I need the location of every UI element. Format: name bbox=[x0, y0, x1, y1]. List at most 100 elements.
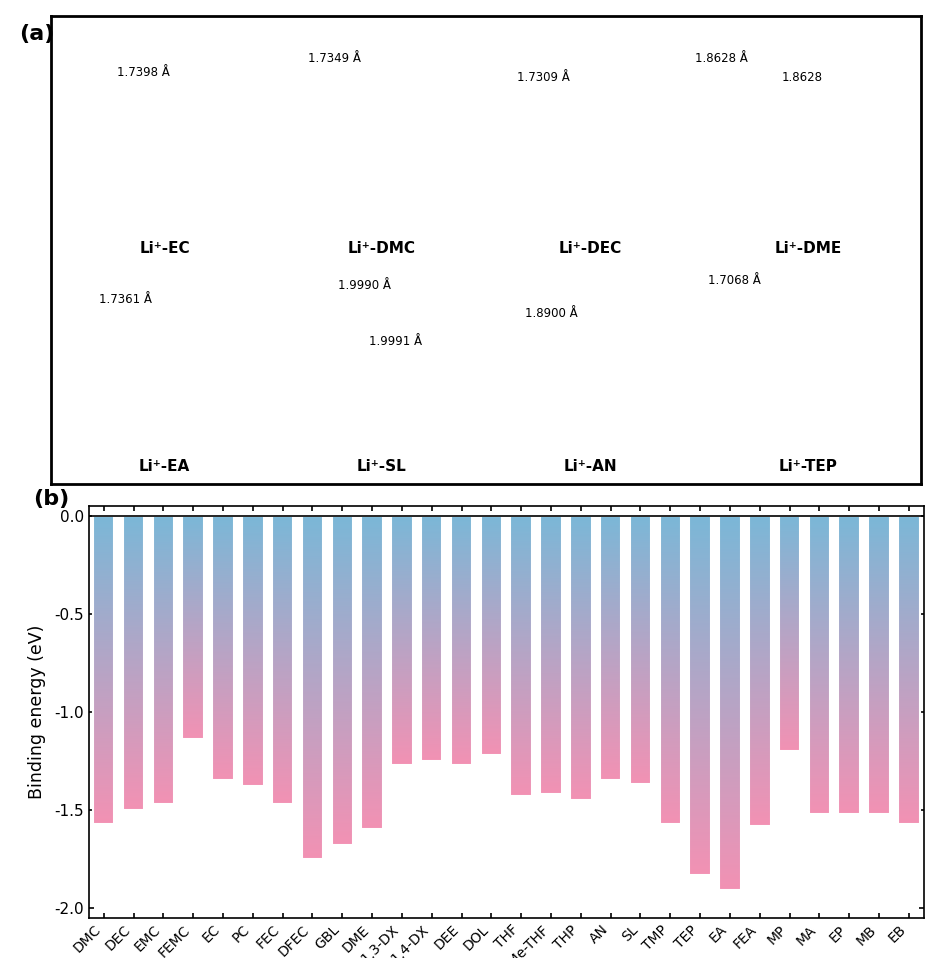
Bar bbox=[899, 531, 920, 532]
Bar bbox=[302, 645, 324, 646]
Bar bbox=[749, 724, 770, 725]
Bar bbox=[93, 573, 114, 574]
Bar bbox=[362, 693, 382, 694]
Bar bbox=[809, 742, 830, 743]
Bar bbox=[809, 744, 830, 745]
Bar bbox=[152, 739, 174, 740]
Bar bbox=[362, 589, 382, 590]
Bar bbox=[93, 819, 114, 820]
Bar bbox=[659, 515, 681, 516]
Bar bbox=[332, 554, 353, 556]
Bar bbox=[749, 546, 770, 547]
Bar bbox=[659, 651, 681, 652]
Bar bbox=[122, 740, 144, 741]
Bar bbox=[719, 880, 741, 881]
Bar bbox=[152, 631, 174, 632]
Bar bbox=[839, 527, 860, 528]
Bar bbox=[719, 559, 741, 560]
Bar bbox=[659, 814, 681, 815]
Bar bbox=[272, 646, 294, 647]
Bar bbox=[332, 699, 353, 700]
Bar bbox=[302, 672, 324, 673]
Bar bbox=[869, 533, 890, 534]
Bar bbox=[122, 702, 144, 703]
Bar bbox=[93, 789, 114, 790]
Bar bbox=[272, 558, 294, 559]
Bar bbox=[93, 715, 114, 716]
Bar bbox=[93, 592, 114, 593]
Bar bbox=[93, 719, 114, 721]
Bar bbox=[749, 726, 770, 727]
Bar bbox=[749, 776, 770, 777]
Bar bbox=[809, 615, 830, 616]
Bar bbox=[332, 758, 353, 759]
Bar bbox=[302, 850, 324, 851]
Bar bbox=[749, 696, 770, 697]
Bar bbox=[869, 532, 890, 533]
Bar bbox=[332, 748, 353, 749]
Bar bbox=[719, 664, 741, 666]
Bar bbox=[899, 611, 920, 612]
Bar bbox=[272, 557, 294, 558]
Bar bbox=[899, 770, 920, 771]
Bar bbox=[122, 761, 144, 762]
Bar bbox=[362, 753, 382, 754]
Bar bbox=[749, 818, 770, 819]
Bar bbox=[719, 654, 741, 655]
Bar bbox=[391, 515, 412, 764]
Bar bbox=[839, 621, 860, 622]
Bar bbox=[749, 612, 770, 613]
Bar bbox=[302, 797, 324, 798]
Bar bbox=[332, 644, 353, 646]
Bar bbox=[899, 812, 920, 813]
Bar bbox=[302, 827, 324, 828]
Bar bbox=[362, 620, 382, 622]
Bar bbox=[272, 707, 294, 708]
Bar bbox=[362, 738, 382, 739]
Bar bbox=[93, 696, 114, 697]
Bar bbox=[839, 794, 860, 795]
Bar bbox=[122, 523, 144, 524]
Bar bbox=[332, 574, 353, 575]
Bar bbox=[152, 714, 174, 715]
Bar bbox=[719, 651, 741, 653]
Bar bbox=[869, 542, 890, 543]
Bar bbox=[749, 789, 770, 790]
Bar bbox=[302, 842, 324, 843]
Bar bbox=[362, 533, 382, 534]
Bar bbox=[152, 539, 174, 540]
Bar bbox=[122, 624, 144, 625]
Bar bbox=[839, 775, 860, 776]
Bar bbox=[809, 799, 830, 800]
Bar bbox=[122, 570, 144, 571]
Bar bbox=[362, 547, 382, 548]
Bar bbox=[93, 543, 114, 544]
Bar bbox=[719, 688, 741, 689]
Bar bbox=[93, 607, 114, 608]
Bar bbox=[332, 657, 353, 658]
Bar bbox=[362, 532, 382, 533]
Bar bbox=[839, 773, 860, 774]
Bar bbox=[659, 640, 681, 641]
Bar bbox=[659, 731, 681, 732]
Bar bbox=[749, 782, 770, 784]
Bar bbox=[152, 544, 174, 545]
Bar bbox=[332, 643, 353, 644]
Bar bbox=[689, 688, 711, 689]
Bar bbox=[689, 763, 711, 764]
Bar bbox=[869, 719, 890, 720]
Bar bbox=[749, 722, 770, 723]
Bar bbox=[152, 519, 174, 520]
Bar bbox=[839, 517, 860, 518]
Bar bbox=[332, 606, 353, 608]
Bar bbox=[93, 552, 114, 553]
Bar bbox=[272, 527, 294, 528]
Bar bbox=[869, 649, 890, 650]
Bar bbox=[689, 550, 711, 552]
Bar bbox=[689, 874, 711, 875]
Bar bbox=[719, 530, 741, 531]
Bar bbox=[719, 683, 741, 684]
Bar bbox=[869, 564, 890, 565]
Bar bbox=[749, 532, 770, 534]
Bar bbox=[719, 778, 741, 779]
